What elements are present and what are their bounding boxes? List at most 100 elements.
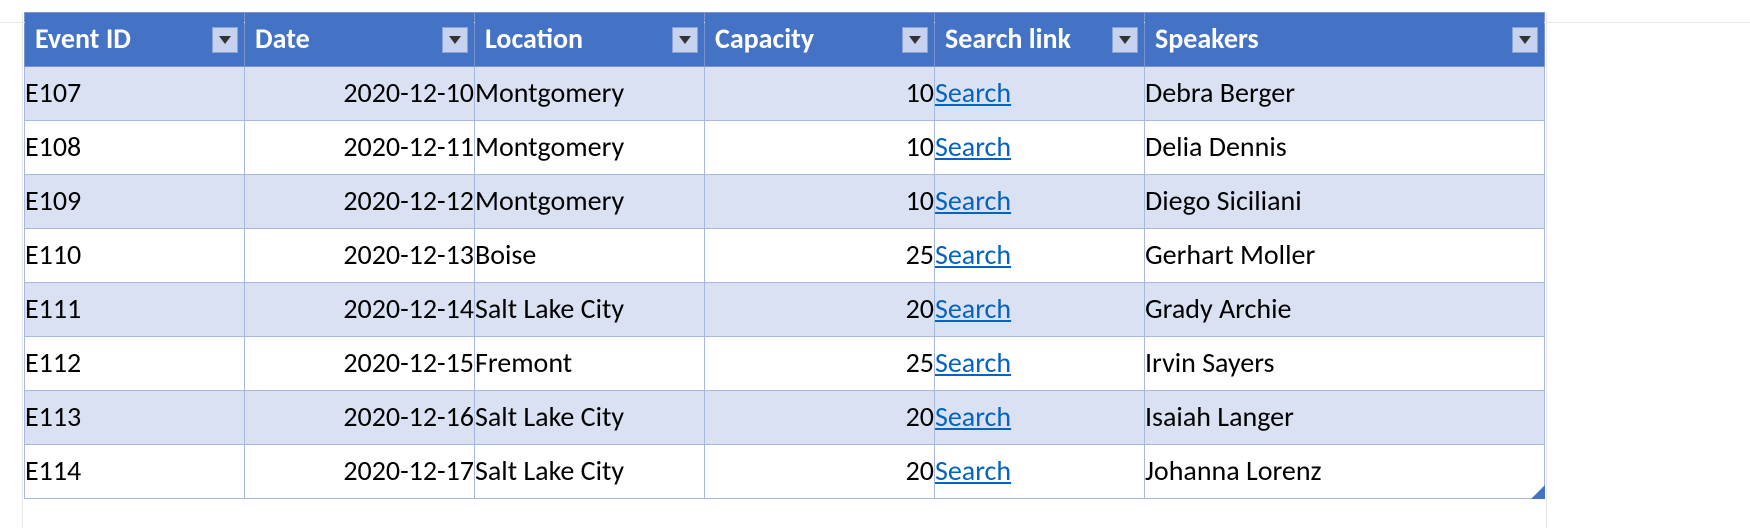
column-header-label: Location xyxy=(485,24,583,55)
cell-speakers[interactable]: Isaiah Langer xyxy=(1145,391,1545,445)
cell-value: Salt Lake City xyxy=(475,291,624,326)
filter-dropdown-button[interactable] xyxy=(1112,27,1138,53)
worksheet: Event ID Date Location Capacity Search link S… xyxy=(0,12,1750,528)
cell-event_id[interactable]: E111 xyxy=(25,283,245,337)
cell-date[interactable]: 2020-12-16 xyxy=(245,391,475,445)
search-link[interactable]: Search xyxy=(935,75,1011,110)
cell-value: Debra Berger xyxy=(1145,75,1295,110)
filter-dropdown-button[interactable] xyxy=(1512,27,1538,53)
cell-value: 2020-12-15 xyxy=(343,345,474,380)
cell-value: Diego Siciliani xyxy=(1145,183,1302,218)
column-header-location[interactable]: Location xyxy=(475,13,705,67)
cell-date[interactable]: 2020-12-10 xyxy=(245,67,475,121)
cell-value: Salt Lake City xyxy=(475,399,624,434)
column-header-search[interactable]: Search link xyxy=(935,13,1145,67)
cell-speakers[interactable]: Irvin Sayers xyxy=(1145,337,1545,391)
cell-capacity[interactable]: 20 xyxy=(705,445,935,499)
cell-location[interactable]: Montgomery xyxy=(475,121,705,175)
column-header-event_id[interactable]: Event ID xyxy=(25,13,245,67)
cell-value: 20 xyxy=(906,399,934,434)
cell-capacity[interactable]: 10 xyxy=(705,67,935,121)
cell-date[interactable]: 2020-12-11 xyxy=(245,121,475,175)
cell-capacity[interactable]: 20 xyxy=(705,283,935,337)
cell-value: Isaiah Langer xyxy=(1145,399,1294,434)
cell-event_id[interactable]: E112 xyxy=(25,337,245,391)
search-link[interactable]: Search xyxy=(935,345,1011,380)
cell-capacity[interactable]: 20 xyxy=(705,391,935,445)
cell-capacity[interactable]: 10 xyxy=(705,175,935,229)
cell-value: 2020-12-14 xyxy=(343,291,474,326)
search-link[interactable]: Search xyxy=(935,453,1011,488)
cell-location[interactable]: Salt Lake City xyxy=(475,391,705,445)
table-row: E1082020-12-11Montgomery10Search Delia De… xyxy=(25,121,1545,175)
cell-value: E112 xyxy=(25,345,81,380)
column-header-capacity[interactable]: Capacity xyxy=(705,13,935,67)
filter-dropdown-button[interactable] xyxy=(902,27,928,53)
cell-location[interactable]: Salt Lake City xyxy=(475,445,705,499)
search-link[interactable]: Search xyxy=(935,183,1011,218)
cell-location[interactable]: Fremont xyxy=(475,337,705,391)
column-header-label: Event ID xyxy=(35,24,131,55)
cell-location[interactable]: Montgomery xyxy=(475,67,705,121)
cell-value: 20 xyxy=(906,291,934,326)
gridline xyxy=(22,12,23,528)
search-link[interactable]: Search xyxy=(935,237,1011,272)
cell-location[interactable]: Montgomery xyxy=(475,175,705,229)
cell-search: Search xyxy=(935,337,1145,391)
cell-value: Montgomery xyxy=(475,183,624,218)
cell-value: 2020-12-13 xyxy=(343,237,474,272)
cell-date[interactable]: 2020-12-14 xyxy=(245,283,475,337)
cell-value: E110 xyxy=(25,237,81,272)
cell-date[interactable]: 2020-12-15 xyxy=(245,337,475,391)
column-header-label: Date xyxy=(255,24,310,55)
search-link[interactable]: Search xyxy=(935,291,1011,326)
table-row: E112 2020-12-15Fremont 25Search Irvin Sayer… xyxy=(25,337,1545,391)
cell-search: Search xyxy=(935,67,1145,121)
cell-event_id[interactable]: E114 xyxy=(25,445,245,499)
search-link[interactable]: Search xyxy=(935,129,1011,164)
table-row: E1092020-12-12Montgomery 10Search Diego Si… xyxy=(25,175,1545,229)
filter-dropdown-button[interactable] xyxy=(212,27,238,53)
cell-event_id[interactable]: E108 xyxy=(25,121,245,175)
table-row: E110 2020-12-13Boise 25Search Gerhart Molle… xyxy=(25,229,1545,283)
cell-value: 2020-12-10 xyxy=(343,75,474,110)
column-header-speakers[interactable]: Speakers xyxy=(1145,13,1545,67)
cell-event_id[interactable]: E107 xyxy=(25,67,245,121)
cell-date[interactable]: 2020-12-12 xyxy=(245,175,475,229)
table-row: E111 2020-12-14Salt Lake City 20Search Grad… xyxy=(25,283,1545,337)
cell-speakers[interactable]: Johanna Lorenz xyxy=(1145,445,1545,499)
cell-speakers[interactable]: Debra Berger xyxy=(1145,67,1545,121)
cell-value: Johanna Lorenz xyxy=(1145,453,1322,488)
cell-event_id[interactable]: E109 xyxy=(25,175,245,229)
cell-value: Montgomery xyxy=(475,75,624,110)
cell-date[interactable]: 2020-12-13 xyxy=(245,229,475,283)
cell-value: Fremont xyxy=(475,345,572,380)
cell-search: Search xyxy=(935,175,1145,229)
cell-value: Delia Dennis xyxy=(1145,129,1287,164)
table-row: E1142020-12-17Salt Lake City20Search Joha… xyxy=(25,445,1545,499)
cell-search: Search xyxy=(935,283,1145,337)
cell-value: Boise xyxy=(475,237,536,272)
filter-dropdown-button[interactable] xyxy=(672,27,698,53)
cell-value: 25 xyxy=(906,237,934,272)
events-table: Event ID Date Location Capacity Search link S… xyxy=(24,12,1545,499)
search-link[interactable]: Search xyxy=(935,399,1011,434)
cell-event_id[interactable]: E113 xyxy=(25,391,245,445)
cell-speakers[interactable]: Delia Dennis xyxy=(1145,121,1545,175)
column-header-label: Search link xyxy=(945,24,1071,55)
cell-value: 10 xyxy=(906,183,934,218)
filter-dropdown-button[interactable] xyxy=(442,27,468,53)
cell-speakers[interactable]: Grady Archie xyxy=(1145,283,1545,337)
cell-location[interactable]: Boise xyxy=(475,229,705,283)
cell-capacity[interactable]: 25 xyxy=(705,229,935,283)
cell-capacity[interactable]: 25 xyxy=(705,337,935,391)
column-header-label: Capacity xyxy=(715,24,814,55)
cell-event_id[interactable]: E110 xyxy=(25,229,245,283)
cell-location[interactable]: Salt Lake City xyxy=(475,283,705,337)
cell-speakers[interactable]: Gerhart Moller xyxy=(1145,229,1545,283)
cell-capacity[interactable]: 10 xyxy=(705,121,935,175)
table-resize-handle[interactable] xyxy=(1531,485,1545,499)
column-header-date[interactable]: Date xyxy=(245,13,475,67)
cell-speakers[interactable]: Diego Siciliani xyxy=(1145,175,1545,229)
cell-date[interactable]: 2020-12-17 xyxy=(245,445,475,499)
